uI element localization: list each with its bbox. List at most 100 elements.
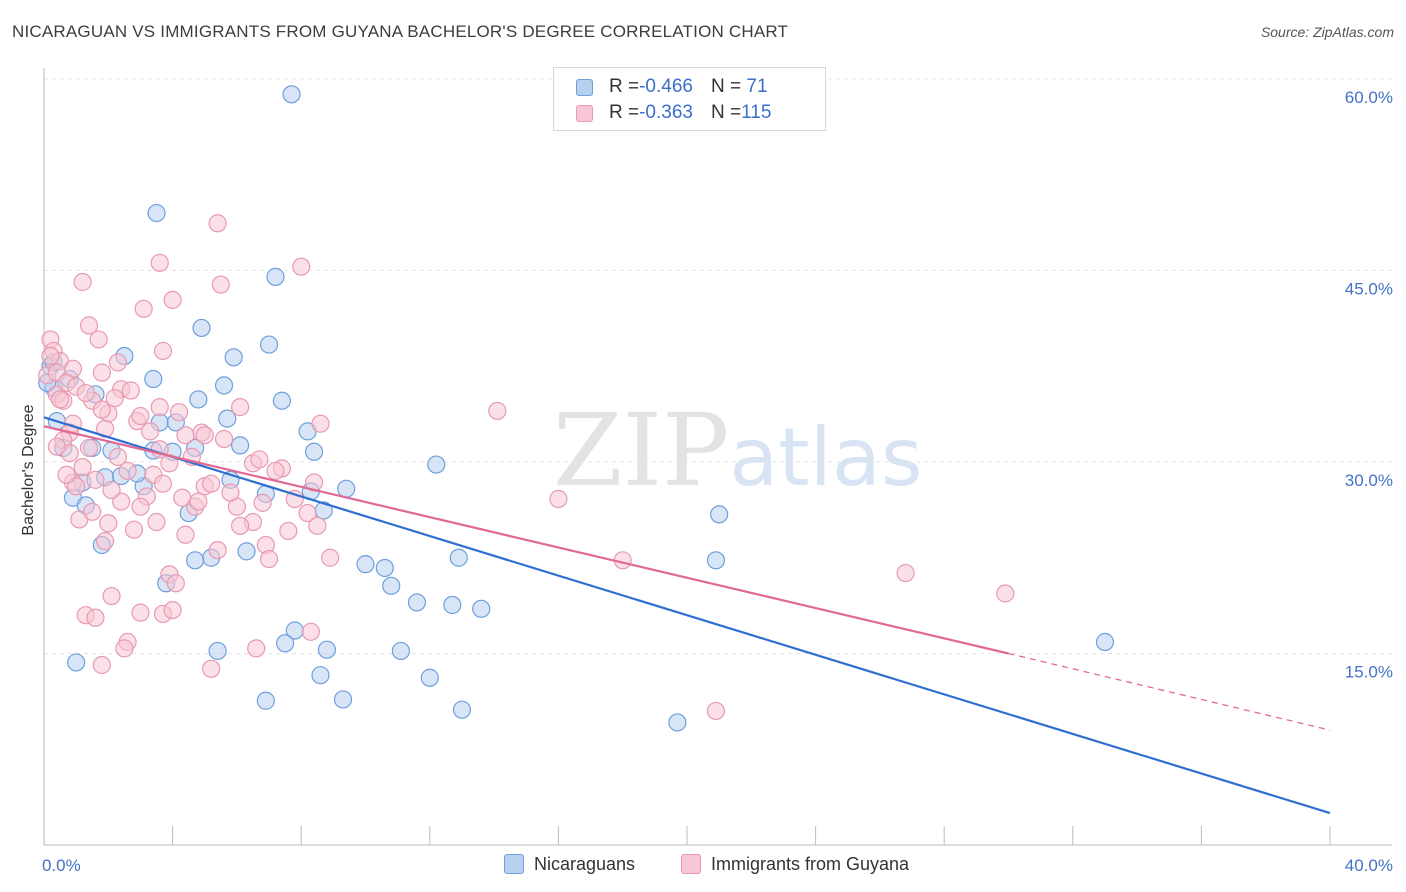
guyana-point xyxy=(153,341,173,361)
guyana-point xyxy=(231,516,250,535)
nicaraguan-point xyxy=(427,455,446,474)
guyana-point xyxy=(488,401,507,421)
nicaraguan-point xyxy=(420,668,439,687)
axes xyxy=(43,68,1392,846)
guyana-point xyxy=(221,483,240,502)
guyana-point xyxy=(214,429,234,449)
guyana-point xyxy=(169,403,189,422)
guyana-point xyxy=(549,489,568,509)
nicaraguan-point xyxy=(356,555,375,574)
guyana-point xyxy=(208,540,227,560)
nicaraguan-point xyxy=(259,335,279,354)
bottom-legend-label: Immigrants from Guyana xyxy=(711,853,910,874)
legend-swatch-guyana xyxy=(576,104,593,122)
guyana-point xyxy=(140,422,160,441)
nicaraguan-point xyxy=(186,551,205,570)
nicaraguan-point xyxy=(1095,632,1115,652)
nicaraguan-point xyxy=(706,551,726,570)
data-points xyxy=(38,85,1115,732)
chart-title: NICARAGUAN VS IMMIGRANTS FROM GUYANA BAC… xyxy=(12,22,789,41)
nicaraguan-point xyxy=(391,641,410,661)
trend-lines xyxy=(43,416,1331,815)
guyana-point xyxy=(121,381,140,400)
legend-n-label: N = xyxy=(710,76,742,97)
guyana-point xyxy=(202,659,221,678)
nicaraguan-point xyxy=(272,391,292,410)
y-tick-label: 30.0% xyxy=(1345,471,1393,490)
guyana-point xyxy=(89,330,108,349)
bottom-legend-swatch-guyana xyxy=(681,854,701,874)
guyana-trend-line xyxy=(43,425,1009,655)
guyana-point xyxy=(301,622,320,641)
nicaraguan-point xyxy=(192,318,211,338)
nicaraguan-point xyxy=(208,641,227,661)
source-credit: Source: ZipAtlas.com xyxy=(1260,24,1394,40)
guyana-point xyxy=(279,521,298,541)
x-tick-label: 0.0% xyxy=(42,856,81,875)
guyana-point xyxy=(99,514,118,533)
legend-row-guyana: R = -0.363 N = 115 xyxy=(576,101,771,125)
guyana-point xyxy=(108,353,128,372)
guyana-point xyxy=(102,586,121,606)
stats-legend: R = -0.466 N = 71 R = -0.363 N = 115 xyxy=(553,67,826,131)
legend-n-value: 115 xyxy=(741,102,772,123)
nicaraguan-point xyxy=(710,505,729,524)
guyana-point xyxy=(308,516,327,535)
nicaraguan-point xyxy=(218,409,237,428)
guyana-point xyxy=(47,437,66,456)
nicaraguan-point xyxy=(375,558,394,578)
nicaraguan-point xyxy=(67,653,86,672)
guyana-point xyxy=(266,461,285,481)
guyana-point xyxy=(73,458,92,477)
bottom-legend-label: Nicaraguans xyxy=(534,853,636,874)
y-tick-label: 45.0% xyxy=(1345,280,1393,299)
tick-labels: 15.0% 30.0% 45.0% 60.0% 0.0% 40.0% xyxy=(42,88,1393,875)
nicaraguan-point xyxy=(311,666,330,685)
guyana-point xyxy=(247,639,266,658)
guyana-point xyxy=(86,608,105,627)
guyana-point xyxy=(102,480,121,500)
guyana-point xyxy=(131,497,150,516)
nicaraguan-point xyxy=(443,595,462,615)
guyana-point xyxy=(118,461,137,481)
nicaraguan-point xyxy=(407,593,427,612)
nicaraguan-point xyxy=(472,599,491,618)
guyana-point xyxy=(86,470,105,489)
guyana-point xyxy=(208,214,227,233)
guyana-point xyxy=(92,363,111,382)
nicaraguan-point xyxy=(231,436,250,455)
guyana-point xyxy=(131,603,150,622)
watermark: ZIPatlas xyxy=(553,392,923,509)
guyana-point xyxy=(95,532,115,551)
watermark-zip: ZIP xyxy=(553,392,730,509)
guyana-point xyxy=(231,398,250,417)
bottom-legend-swatch-nicaraguans xyxy=(504,854,524,874)
guyana-point xyxy=(292,257,311,276)
guyana-point xyxy=(253,493,272,512)
legend-n-value: 71 xyxy=(741,76,768,97)
legend-row-nicaraguans: R = -0.466 N = 71 xyxy=(576,75,768,99)
guyana-point xyxy=(176,426,195,445)
nicaraguan-point xyxy=(266,267,285,286)
y-tick-label: 60.0% xyxy=(1345,88,1393,107)
guyana-point xyxy=(166,574,185,593)
guyana-point xyxy=(115,639,134,658)
nicaraguan-point xyxy=(214,376,234,395)
guyana-point xyxy=(79,316,99,335)
nicaraguan-point xyxy=(333,690,353,709)
guyana-point xyxy=(163,290,182,309)
guyana-point xyxy=(76,383,95,403)
legend-r-label: R = xyxy=(609,102,640,123)
guyana-point xyxy=(298,503,317,523)
guyana-point xyxy=(95,419,115,438)
nicaraguan-point xyxy=(147,203,166,223)
nicaraguan-point xyxy=(449,548,468,567)
guyana-point xyxy=(57,465,76,484)
nicaraguan-point xyxy=(452,700,472,719)
guyana-point xyxy=(79,438,99,458)
nicaraguan-point xyxy=(189,390,208,409)
legend-r-value: -0.466 xyxy=(639,76,693,97)
guyana-point xyxy=(147,512,166,532)
legend-swatch-nicaraguans xyxy=(576,78,593,96)
